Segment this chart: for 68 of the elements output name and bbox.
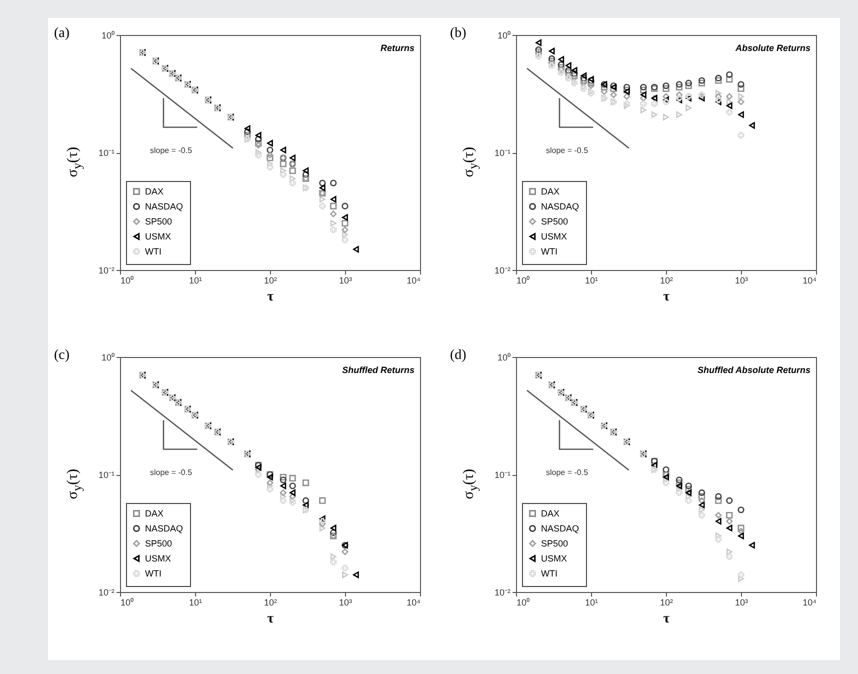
y-tick-label: 10⁻² [98, 588, 114, 598]
legend-label: USMX [541, 554, 568, 564]
legend-label: WTI [145, 246, 162, 256]
legend-label: SP500 [145, 216, 172, 226]
x-tick-label: 10¹ [584, 276, 598, 286]
legend-label: SP500 [541, 538, 568, 548]
legend-label: USMX [145, 554, 172, 564]
x-tick-label: 10³ [338, 276, 352, 286]
y-tick-label: 10⁻² [98, 266, 114, 276]
x-tick-label: 10¹ [584, 598, 598, 608]
x-tick-label: 10³ [734, 276, 748, 286]
text: Shuffled Absolute Returns [697, 365, 810, 375]
text: Returns [380, 43, 414, 53]
legend-label: DAX [541, 508, 560, 518]
text: (a) [54, 26, 70, 42]
x-tick-label: 10⁴ [802, 276, 817, 286]
x-tick-label: 10² [264, 598, 278, 608]
y-tick-label: 10⁻¹ [98, 470, 114, 480]
x-tick-label: 10³ [734, 598, 748, 608]
x-tick-label: 10¹ [188, 276, 202, 286]
y-tick-label: 10⁰ [101, 30, 114, 40]
y-tick-label: 10⁻² [494, 266, 510, 276]
x-tick-label: 10² [264, 276, 278, 286]
x-tick-label: 10⁴ [406, 598, 421, 608]
legend-label: SP500 [541, 216, 568, 226]
annotation: slope = -0.5 [150, 468, 192, 477]
annotation: slope = -0.5 [546, 468, 588, 477]
legend-label: NASDAQ [541, 524, 580, 534]
x-tick-label: 10⁰ [120, 276, 134, 286]
x-axis-title: τ [267, 612, 274, 626]
legend-label: SP500 [145, 538, 172, 548]
legend-label: NASDAQ [145, 202, 184, 212]
x-axis-title: τ [267, 290, 274, 304]
legend-label: WTI [145, 568, 162, 578]
y-tick-label: 10⁻² [494, 588, 510, 598]
y-tick-label: 10⁻¹ [494, 470, 510, 480]
x-tick-label: 10⁰ [516, 276, 530, 286]
y-tick-label: 10⁻¹ [98, 148, 114, 158]
legend-label: DAX [541, 186, 560, 196]
legend-label: USMX [145, 232, 172, 242]
annotation: slope = -0.5 [150, 146, 192, 155]
legend-label: DAX [145, 186, 164, 196]
text: Absolute Returns [734, 43, 810, 53]
y-tick-label: 10⁰ [497, 352, 510, 362]
text: (b) [450, 26, 466, 42]
x-axis-title: τ [663, 612, 670, 626]
x-tick-label: 10⁴ [802, 598, 817, 608]
legend-label: NASDAQ [145, 524, 184, 534]
annotation: slope = -0.5 [546, 146, 588, 155]
x-tick-label: 10⁰ [120, 598, 134, 608]
x-tick-label: 10⁴ [406, 276, 421, 286]
text: Shuffled Returns [342, 365, 414, 375]
x-tick-label: 10⁰ [516, 598, 530, 608]
y-tick-label: 10⁻¹ [494, 148, 510, 158]
x-tick-label: 10¹ [188, 598, 202, 608]
x-tick-label: 10² [660, 598, 674, 608]
x-tick-label: 10³ [338, 598, 352, 608]
legend-label: NASDAQ [541, 202, 580, 212]
y-tick-label: 10⁰ [101, 352, 114, 362]
x-axis-title: τ [663, 290, 670, 304]
y-tick-label: 10⁰ [497, 30, 510, 40]
legend-label: USMX [541, 232, 568, 242]
legend-label: WTI [541, 568, 558, 578]
legend-label: DAX [145, 508, 164, 518]
text: (d) [450, 348, 466, 364]
legend-label: WTI [541, 246, 558, 256]
text: (c) [54, 348, 70, 364]
x-tick-label: 10² [660, 276, 674, 286]
